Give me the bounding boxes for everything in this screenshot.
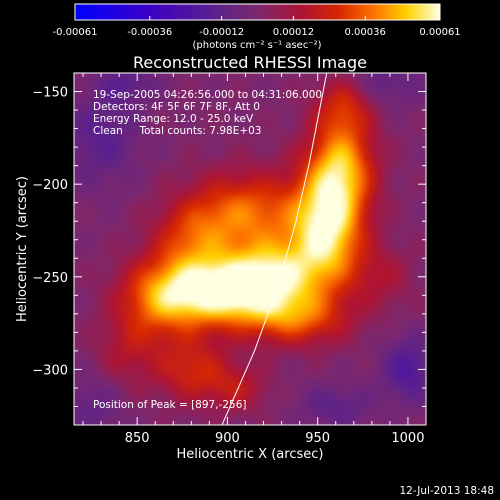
colorbar-tick-label: 0.00012: [273, 27, 314, 38]
x-tick-label: 900: [215, 431, 240, 446]
colorbar-ticks: -0.00061 -0.00036 -0.00012 0.00012 0.00036 0.…: [53, 16, 461, 38]
plot-frame: [73, 72, 427, 426]
y-tick-label: −300: [32, 363, 68, 378]
y-tick-label: −250: [32, 271, 68, 286]
colorbar-tick-label: 0.00061: [419, 27, 460, 38]
colorbar: -0.00061 -0.00036 -0.00012 0.00012 0.00036 0.…: [53, 3, 461, 51]
y-tick-label: −150: [32, 86, 68, 101]
annotation-energy-range: Energy Range: 12.0 - 25.0 keV: [93, 113, 254, 125]
colorbar-gradient: [75, 4, 440, 20]
colorbar-unit-label: (photons cm⁻² s⁻¹ asec⁻²): [192, 40, 321, 51]
annotation-detectors: Detectors: 4F 5F 6F 7F 8F, Att 0: [93, 101, 260, 113]
colorbar-tick-label: -0.00061: [53, 27, 98, 38]
colorbar-tick-label: -0.00012: [199, 27, 244, 38]
annotation-peak-position: Position of Peak = [897,-256]: [93, 399, 247, 411]
annotation-time-range: 19-Sep-2005 04:26:56.000 to 04:31:06.000: [93, 89, 322, 101]
x-tick-label: 950: [305, 431, 330, 446]
colorbar-frame: [74, 3, 441, 21]
chart-title: Reconstructed RHESSI Image: [133, 53, 367, 72]
annotation-clean-counts: Clean Total counts: 7.98E+03: [93, 125, 262, 137]
y-tick-label: −200: [32, 178, 68, 193]
x-tick-label: 850: [125, 431, 150, 446]
footer-timestamp: 12-Jul-2013 18:48: [399, 485, 494, 497]
observation-annotations: 19-Sep-2005 04:26:56.000 to 04:31:06.000…: [93, 89, 322, 411]
x-tick-label: 1000: [391, 431, 424, 446]
heatmap-image: [74, 73, 426, 425]
y-axis-ticks: −150 −200 −250 −300: [32, 72, 426, 426]
y-axis-label: Heliocentric Y (arcsec): [15, 176, 30, 322]
x-axis-ticks: 850 900 950 1000: [82, 73, 427, 446]
colorbar-tick-label: 0.00036: [345, 27, 386, 38]
x-axis-label: Heliocentric X (arcsec): [177, 447, 324, 462]
colorbar-tick-label: -0.00036: [127, 27, 172, 38]
solar-limb-line: [221, 73, 328, 425]
